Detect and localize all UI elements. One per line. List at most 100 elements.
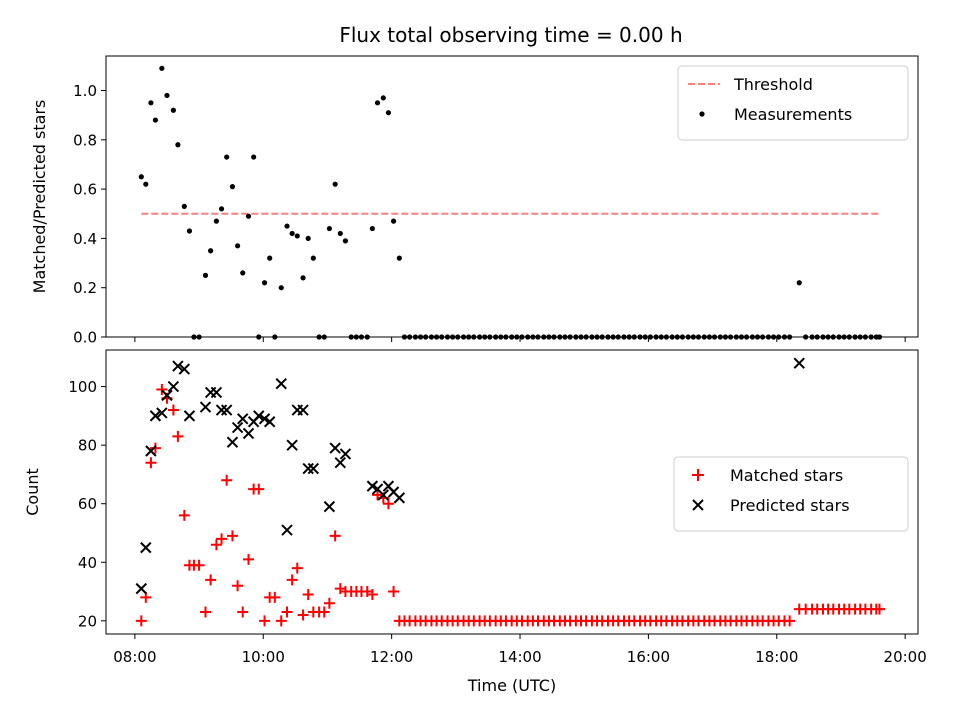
y-tick-label: 20 xyxy=(78,612,97,630)
predicted-star-point xyxy=(253,410,265,422)
predicted-star-point xyxy=(145,445,157,457)
measurement-point xyxy=(218,206,225,212)
legend-matched-swatch xyxy=(692,469,704,481)
matched-star-point xyxy=(784,615,796,627)
y-tick-label: 0.4 xyxy=(73,230,97,248)
measurement-point xyxy=(337,230,343,237)
measurement-point xyxy=(267,255,273,261)
matched-star-point xyxy=(232,580,244,592)
plot-frame xyxy=(105,349,919,635)
legend-label: Matched stars xyxy=(730,466,843,485)
measurement-point xyxy=(186,228,193,234)
y-tick-label: 100 xyxy=(68,378,97,396)
predicted-star-point xyxy=(167,380,180,393)
measurement-point xyxy=(152,117,159,123)
matched-star-point xyxy=(323,597,335,609)
matched-star-point xyxy=(205,574,217,586)
figure-title: Flux total observing time = 0.00 h xyxy=(339,23,682,47)
matched-star-point xyxy=(275,615,287,627)
x-tick-label: 18:00 xyxy=(755,648,798,666)
predicted-star-point xyxy=(172,360,184,372)
y-tick-label: 0.8 xyxy=(73,131,97,149)
matched-star-point xyxy=(237,606,249,618)
predicted-star-point xyxy=(281,524,293,536)
matched-star-point xyxy=(149,442,161,454)
predicted-star-point xyxy=(329,442,341,454)
predicted-star-point xyxy=(135,582,148,595)
measurement-point xyxy=(229,184,236,190)
x-tick-label: 20:00 xyxy=(884,648,927,666)
matched-star-point xyxy=(291,562,303,574)
matched-star-point xyxy=(382,498,394,510)
measurement-point xyxy=(396,255,402,261)
matched-star-point xyxy=(318,606,330,618)
measurement-point xyxy=(374,100,381,106)
matched-star-point xyxy=(873,603,885,615)
measurement-point xyxy=(796,280,802,286)
measurement-point xyxy=(234,243,241,249)
predicted-star-point xyxy=(210,386,223,399)
measurement-point xyxy=(310,255,316,261)
predicted-star-point xyxy=(161,389,173,402)
measurement-point xyxy=(300,275,306,281)
matched-star-point xyxy=(366,588,378,600)
measurement-point xyxy=(245,213,252,219)
legend-box xyxy=(673,456,909,532)
measurement-point xyxy=(385,110,392,116)
measurement-point xyxy=(284,223,290,229)
matched-star-point xyxy=(259,615,271,627)
measurement-point xyxy=(148,100,154,106)
predicted-star-point xyxy=(231,421,244,434)
measurement-point xyxy=(390,218,397,224)
predicted-star-point xyxy=(220,404,233,416)
predicted-star-point xyxy=(156,407,168,419)
matched-star-point xyxy=(135,615,147,627)
predicted-star-point xyxy=(307,462,320,475)
matched-star-point xyxy=(210,539,222,551)
measurement-point xyxy=(181,203,187,209)
matched-star-point xyxy=(388,586,400,598)
matched-star-point xyxy=(221,474,233,486)
predicted-star-point xyxy=(339,448,352,460)
measurement-point xyxy=(289,230,295,237)
y-tick-label: 0.0 xyxy=(73,329,97,347)
measurement-point xyxy=(159,65,165,71)
matched-star-point xyxy=(302,588,314,600)
legend-label: Threshold xyxy=(733,75,813,94)
matched-star-point xyxy=(226,530,238,542)
matched-star-point xyxy=(269,591,281,603)
measurement-point xyxy=(278,285,284,291)
matched-star-point xyxy=(216,533,228,545)
predicted-star-point xyxy=(242,427,255,440)
measurement-point xyxy=(251,154,257,160)
legend-label: Predicted stars xyxy=(730,496,850,515)
predicted-star-point xyxy=(275,377,287,390)
legend-label: Measurements xyxy=(734,105,852,124)
matched-star-point xyxy=(372,489,384,501)
x-tick-label: 14:00 xyxy=(498,648,541,666)
matched-star-point xyxy=(329,530,341,542)
predicted-star-point xyxy=(334,457,346,469)
predicted-star-point xyxy=(183,410,196,422)
matched-star-point xyxy=(178,509,190,521)
measurement-point xyxy=(175,142,181,148)
measurement-point xyxy=(208,248,214,254)
x-axis-label: Time (UTC) xyxy=(467,676,556,695)
y-tick-label: 0.6 xyxy=(73,181,97,199)
predicted-star-point xyxy=(140,541,152,554)
y-tick-label: 40 xyxy=(78,554,97,572)
legend-measurement-swatch xyxy=(699,111,705,117)
predicted-star-point xyxy=(377,489,390,501)
measurement-point xyxy=(326,225,332,232)
x-tick-label: 10:00 xyxy=(242,648,285,666)
y-tick-label: 1.0 xyxy=(73,82,97,100)
measurement-point xyxy=(369,225,375,232)
y-axis-label: Count xyxy=(23,468,42,516)
measurement-point xyxy=(164,92,170,99)
predicted-star-point xyxy=(302,462,314,475)
measurement-point xyxy=(261,280,268,286)
predicted-star-point xyxy=(297,404,309,416)
legend-predicted-swatch xyxy=(692,499,704,511)
y-axis-label: Matched/Predicted stars xyxy=(30,100,49,294)
measurement-point xyxy=(380,95,386,101)
